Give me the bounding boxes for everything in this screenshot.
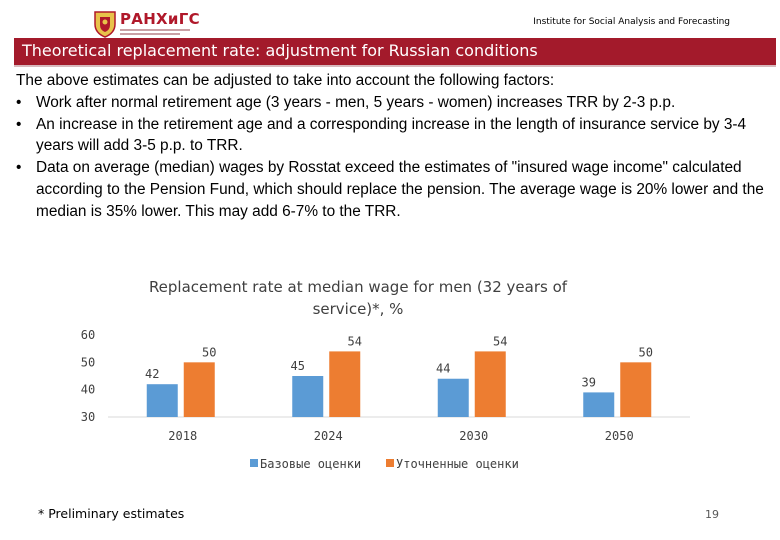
bullet-item: • An increase in the retirement age and a…: [16, 114, 766, 158]
bullet-icon: •: [16, 93, 22, 111]
data-label: 42: [145, 367, 159, 381]
bullet-text: Data on average (median) wages by Rossta…: [36, 159, 764, 220]
bar-base: [146, 384, 178, 417]
y-tick-label: 30: [81, 410, 95, 424]
bullet-icon: •: [16, 115, 22, 133]
data-label: 44: [436, 362, 450, 376]
title-bar: Theoretical replacement rate: adjustment…: [14, 38, 776, 67]
data-label: 54: [493, 334, 507, 348]
bar-base: [292, 376, 324, 417]
institute-name: Institute for Social Analysis and Foreca…: [533, 17, 730, 27]
body-text: The above estimates can be adjusted to t…: [16, 70, 766, 223]
data-label: 50: [639, 345, 653, 359]
legend-swatch: [250, 459, 258, 467]
bar-base: [583, 392, 615, 417]
y-tick-label: 50: [81, 355, 95, 369]
slide-title: Theoretical replacement rate: adjustment…: [22, 41, 538, 60]
logo-subline: [120, 33, 180, 35]
bar-base: [437, 378, 469, 417]
bar-refined: [620, 362, 652, 417]
intro-text: The above estimates can be adjusted to t…: [16, 72, 555, 89]
bar-refined: [329, 351, 361, 417]
bullet-text: Work after normal retirement age (3 year…: [36, 93, 676, 111]
data-label: 39: [582, 375, 596, 389]
legend-label: Базовые оценки: [260, 457, 361, 471]
data-label: 54: [348, 334, 362, 348]
x-tick-label: 2024: [314, 429, 343, 443]
bullet-item: • Work after normal retirement age (3 yea…: [16, 92, 766, 114]
x-tick-label: 2018: [168, 429, 197, 443]
bar-refined: [474, 351, 506, 417]
logo-subline: [120, 29, 190, 31]
legend-swatch: [386, 459, 394, 467]
footnote: * Preliminary estimates: [38, 506, 185, 521]
legend-label: Уточненные оценки: [396, 457, 519, 471]
bullet-item: • Data on average (median) wages by Rosst…: [16, 157, 766, 222]
x-tick-label: 2050: [605, 429, 634, 443]
data-label: 50: [202, 345, 216, 359]
bar-refined: [183, 362, 215, 417]
y-tick-label: 40: [81, 383, 95, 397]
chart-title: Replacement rate at median wage for men …: [148, 278, 568, 318]
y-tick-label: 60: [81, 328, 95, 342]
logo-wordmark: РАНХиГС: [120, 10, 200, 28]
crest-icon: [94, 11, 116, 38]
x-tick-label: 2030: [459, 429, 488, 443]
page-number: 19: [705, 508, 719, 521]
ranepa-logo: РАНХиГС: [92, 8, 202, 38]
data-label: 45: [291, 359, 305, 373]
bullet-text: An increase in the retirement age and a …: [36, 115, 747, 155]
bullet-icon: •: [16, 159, 22, 177]
